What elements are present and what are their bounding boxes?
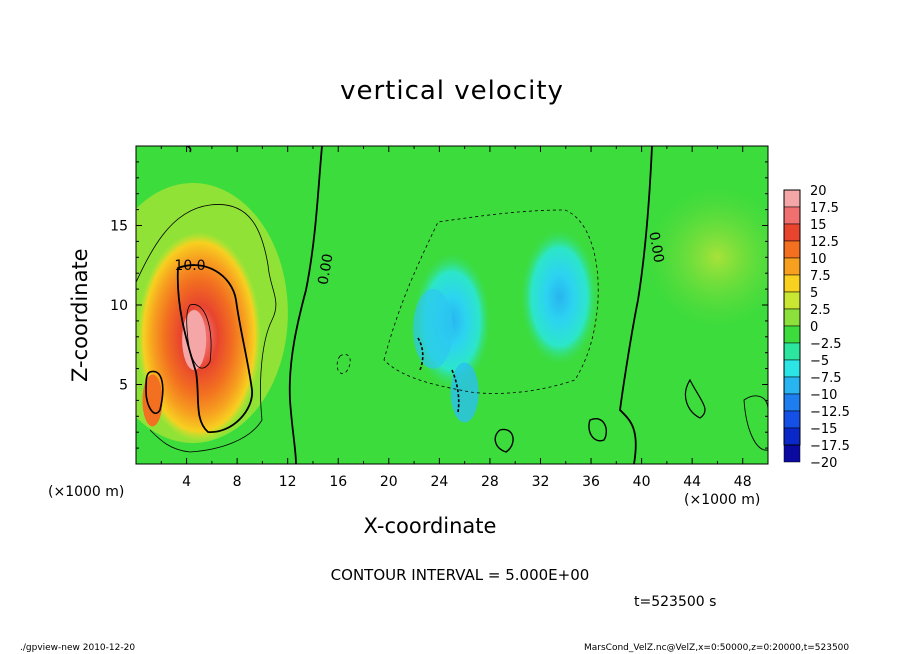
- x-tick-label: 44: [683, 474, 701, 490]
- y-unit-label: (×1000 m): [48, 484, 125, 500]
- colorbar-label: 0: [810, 320, 818, 335]
- contour-line-14: [588, 418, 608, 442]
- contour-line-3: [186, 304, 212, 369]
- colorbar-swatch: [783, 257, 801, 276]
- colorbar-swatch: [783, 206, 801, 225]
- footer-left: ./gpview-new 2010-12-20: [20, 643, 136, 653]
- colorbar-label: 15: [810, 218, 827, 233]
- downdraft-streak: [413, 288, 454, 369]
- colorbar-label: 12.5: [810, 235, 839, 250]
- x-tick-label: 12: [279, 474, 297, 490]
- contour-label: 0.00: [315, 253, 336, 286]
- colorbar-label: −2.5: [810, 337, 842, 352]
- contour-line-6: [619, 146, 653, 464]
- contour-line-11: [685, 378, 706, 419]
- colorbar-swatch: [783, 427, 801, 446]
- colorbar-label: 5: [810, 286, 818, 301]
- downdraft-streak-low: [450, 362, 479, 423]
- contour-line-13: [494, 428, 514, 453]
- x-tick-label: 24: [430, 474, 448, 490]
- colorbar-swatch: [783, 444, 801, 463]
- contour-line-10: [336, 354, 351, 374]
- x-unit-label: (×1000 m): [684, 492, 761, 508]
- x-tick-label: 8: [233, 474, 242, 490]
- contour-line-1: [136, 204, 277, 453]
- y-axis-label-text: Z-coordinate: [68, 248, 92, 382]
- x-tick-label: 32: [532, 474, 550, 490]
- x-tick-label: 16: [329, 474, 347, 490]
- x-tick-label: 36: [582, 474, 600, 490]
- colorbar-label: −7.5: [810, 371, 842, 386]
- contour-interval: CONTOUR INTERVAL = 5.000E+00: [330, 566, 590, 584]
- colorbar-swatch: [783, 342, 801, 361]
- colorbar-swatch: [783, 359, 801, 378]
- colorbar-label: 2.5: [810, 303, 831, 318]
- colorbar-swatch: [783, 274, 801, 293]
- x-tick-label: 28: [481, 474, 499, 490]
- colorbar-frame: [783, 189, 801, 446]
- contour-line-5: [288, 146, 323, 464]
- contour-label: 0.00: [645, 231, 666, 264]
- colorbar-label: −20: [810, 456, 837, 471]
- y-tick-label: 10: [110, 298, 128, 314]
- colorbar-label: −15: [810, 422, 837, 437]
- colorbar-swatch: [783, 223, 801, 242]
- time-stamp: t=523500 s: [634, 594, 717, 610]
- contour-line-4: [145, 370, 164, 415]
- contour-line-8: [417, 337, 424, 371]
- colorbar-swatch: [783, 291, 801, 310]
- contour-line-9: [451, 369, 460, 413]
- colorbar-label: −5: [810, 354, 829, 369]
- colorbar-label: 7.5: [810, 269, 831, 284]
- x-tick-label: 4: [182, 474, 191, 490]
- chart-title: vertical velocity: [340, 76, 564, 106]
- colorbar-swatch: [783, 376, 801, 395]
- colorbar-swatch: [783, 325, 801, 344]
- y-tick-label: 15: [110, 219, 128, 235]
- colorbar-label: 10: [810, 252, 827, 267]
- updraft-peak: [182, 309, 207, 370]
- contour-label: 10.0: [174, 258, 205, 274]
- colorbar-swatch: [783, 240, 801, 259]
- colorbar-label: −17.5: [810, 439, 850, 454]
- contour-line-12: [743, 395, 768, 451]
- x-tick-label: 40: [633, 474, 651, 490]
- colorbar-label: −10: [810, 388, 837, 403]
- footer-right: MarsCond_VelZ.nc@VelZ,x=0:50000,z=0:2000…: [584, 643, 850, 653]
- colorbar-swatch: [783, 410, 801, 429]
- colorbar-swatch: [783, 308, 801, 327]
- weak-updraft-region: [647, 187, 768, 328]
- x-tick-label: 20: [380, 474, 398, 490]
- contour-line-7: [383, 209, 599, 394]
- colorbar-label: 17.5: [810, 201, 839, 216]
- downdraft-region-2: [519, 227, 600, 368]
- colorbar-label: 20: [810, 184, 827, 199]
- colorbar-swatch: [783, 393, 801, 412]
- colorbar-swatch: [783, 189, 801, 208]
- x-axis-label: X-coordinate: [363, 514, 497, 538]
- x-tick-label: 48: [734, 474, 752, 490]
- colorbar-label: −12.5: [810, 405, 850, 420]
- y-tick-label: 5: [119, 378, 128, 394]
